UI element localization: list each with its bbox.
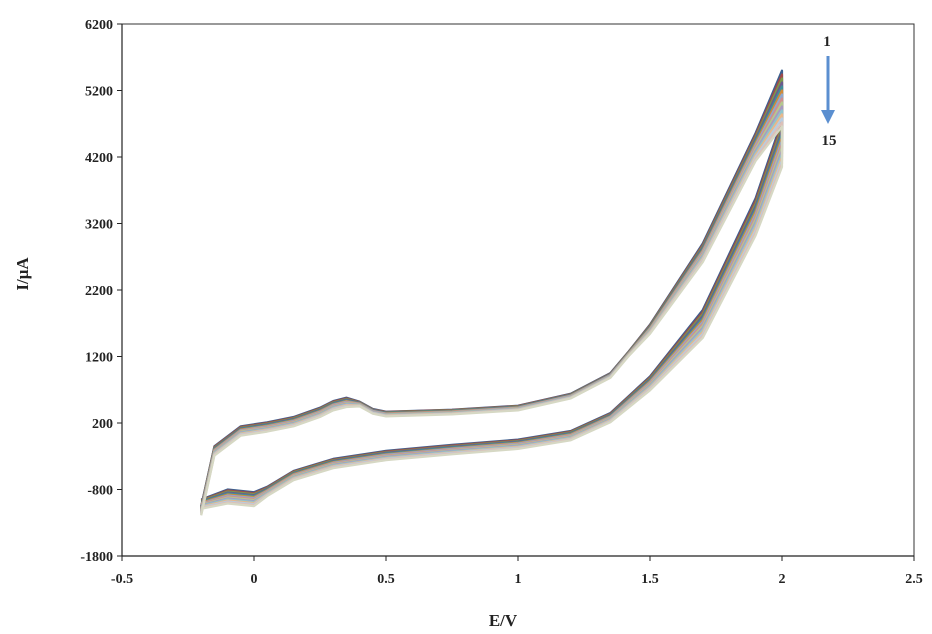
- y-tick-label: 6200: [85, 18, 113, 33]
- x-tick-label: 2: [779, 572, 786, 587]
- x-tick-label: 0.5: [377, 572, 395, 587]
- x-tick-label: -0.5: [111, 572, 133, 587]
- y-tick-label: -800: [87, 484, 113, 499]
- y-tick-label: 2200: [85, 284, 113, 299]
- tick-labels: -1800 -800 200 1200 2200 3200 4200 5200 6200 -0.5…: [80, 18, 922, 587]
- y-tick-label: 3200: [85, 218, 113, 233]
- cv-cycle-15: [200, 125, 784, 516]
- first-cycle-label: 1: [823, 34, 831, 50]
- x-tick-label: 1.5: [641, 572, 659, 587]
- last-cycle-label: 15: [822, 133, 837, 149]
- x-tick-label: 2.5: [905, 572, 923, 587]
- y-tick-label: 4200: [85, 151, 113, 166]
- plot-area: [121, 23, 915, 557]
- x-tick-label: 0: [251, 572, 258, 587]
- cv-curves: [200, 69, 784, 516]
- x-axis-title: E/V: [489, 611, 518, 630]
- y-tick-label: -1800: [80, 550, 113, 565]
- y-tick-label: 5200: [85, 85, 113, 100]
- y-tick-label: 200: [92, 417, 113, 432]
- y-axis-title: I/μA: [13, 257, 32, 291]
- arrow-down-icon: [821, 110, 835, 124]
- y-tick-label: 1200: [85, 351, 113, 366]
- cycle-annotation: 1 15: [821, 34, 837, 149]
- axes: [117, 23, 915, 561]
- x-tick-label: 1: [515, 572, 522, 587]
